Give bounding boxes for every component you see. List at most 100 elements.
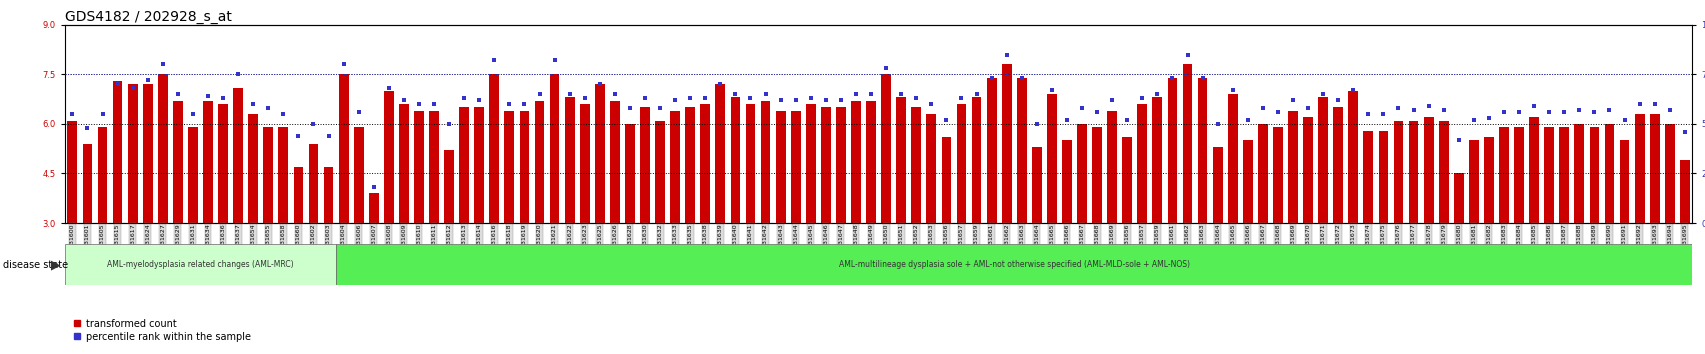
- Point: [148, 62, 176, 67]
- Point: [1369, 111, 1396, 117]
- Point: [525, 91, 552, 97]
- Point: [329, 62, 356, 67]
- Bar: [610, 101, 619, 223]
- Bar: [835, 107, 846, 223]
- Bar: [1016, 78, 1026, 223]
- Point: [1625, 101, 1652, 107]
- Bar: [68, 121, 77, 223]
- Bar: [1437, 121, 1448, 223]
- Bar: [97, 127, 107, 223]
- Bar: [384, 91, 394, 223]
- Bar: [805, 104, 815, 223]
- Bar: [1212, 147, 1222, 223]
- Point: [104, 81, 131, 87]
- Bar: [1347, 91, 1357, 223]
- Bar: [1604, 124, 1613, 223]
- Text: ▶: ▶: [51, 258, 61, 271]
- Point: [1384, 105, 1412, 111]
- Point: [1594, 107, 1621, 113]
- Bar: [128, 84, 138, 223]
- Bar: [972, 97, 980, 223]
- Point: [871, 65, 899, 71]
- Bar: [941, 137, 951, 223]
- Point: [1067, 105, 1095, 111]
- Bar: [1166, 78, 1176, 223]
- Bar: [1483, 137, 1494, 223]
- Bar: [65, 244, 336, 285]
- Point: [1550, 109, 1577, 115]
- Bar: [143, 84, 152, 223]
- Point: [1219, 87, 1246, 93]
- Bar: [655, 121, 665, 223]
- Point: [933, 117, 960, 123]
- Bar: [1062, 141, 1071, 223]
- Bar: [1303, 117, 1313, 223]
- Bar: [505, 111, 513, 223]
- Bar: [1197, 78, 1207, 223]
- Point: [1188, 75, 1216, 81]
- Bar: [1362, 131, 1373, 223]
- Bar: [624, 124, 634, 223]
- Bar: [534, 101, 544, 223]
- Bar: [263, 127, 273, 223]
- Point: [977, 75, 1004, 81]
- Point: [571, 95, 598, 101]
- Point: [752, 91, 779, 97]
- Bar: [443, 150, 454, 223]
- Bar: [730, 97, 740, 223]
- Bar: [1228, 94, 1236, 223]
- Point: [1444, 137, 1471, 143]
- Point: [225, 72, 252, 77]
- Point: [164, 91, 191, 97]
- Point: [600, 91, 627, 97]
- Bar: [1272, 127, 1282, 223]
- Point: [1610, 117, 1637, 123]
- Point: [1490, 109, 1517, 115]
- Point: [1233, 117, 1260, 123]
- Bar: [278, 127, 288, 223]
- Point: [285, 133, 312, 139]
- Bar: [459, 107, 469, 223]
- Point: [58, 111, 85, 117]
- Bar: [1137, 104, 1146, 223]
- Point: [1023, 121, 1050, 127]
- Bar: [249, 114, 257, 223]
- Point: [344, 109, 372, 115]
- Point: [1429, 107, 1456, 113]
- Bar: [368, 193, 379, 223]
- Point: [1534, 109, 1562, 115]
- Bar: [1649, 114, 1659, 223]
- Bar: [1528, 117, 1538, 223]
- Point: [269, 111, 297, 117]
- Point: [587, 81, 614, 87]
- Text: AML-myelodysplasia related changes (AML-MRC): AML-myelodysplasia related changes (AML-…: [107, 260, 293, 269]
- Text: AML-multilineage dysplasia sole + AML-not otherwise specified (AML-MLD-sole + AM: AML-multilineage dysplasia sole + AML-no…: [839, 260, 1188, 269]
- Point: [781, 97, 808, 103]
- Point: [210, 95, 237, 101]
- Point: [992, 52, 1020, 57]
- Point: [119, 85, 147, 91]
- Point: [631, 95, 658, 101]
- Point: [1671, 129, 1698, 135]
- Point: [1113, 117, 1141, 123]
- Bar: [218, 104, 228, 223]
- Point: [662, 97, 689, 103]
- Point: [1400, 107, 1427, 113]
- Point: [1129, 95, 1156, 101]
- Point: [677, 95, 704, 101]
- Legend: transformed count, percentile rank within the sample: transformed count, percentile rank withi…: [70, 315, 256, 346]
- Bar: [1424, 117, 1432, 223]
- Point: [300, 121, 327, 127]
- Bar: [1514, 127, 1523, 223]
- Bar: [1468, 141, 1478, 223]
- Point: [1338, 87, 1366, 93]
- Bar: [1333, 107, 1342, 223]
- Bar: [1153, 97, 1161, 223]
- Point: [917, 101, 945, 107]
- Bar: [234, 87, 242, 223]
- Bar: [851, 101, 861, 223]
- Point: [842, 91, 870, 97]
- Point: [887, 91, 914, 97]
- Bar: [866, 101, 875, 223]
- Point: [360, 184, 387, 190]
